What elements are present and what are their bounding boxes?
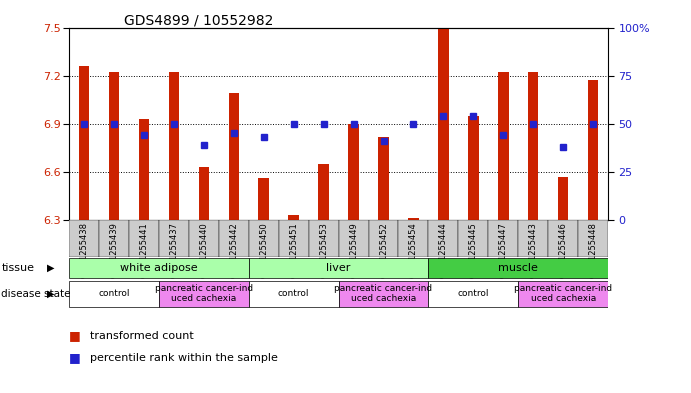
Bar [518,28,548,220]
Text: transformed count: transformed count [90,331,193,341]
Bar [319,164,329,220]
Text: GSM1255440: GSM1255440 [199,222,209,278]
Text: control: control [457,289,489,298]
FancyBboxPatch shape [428,220,458,257]
FancyBboxPatch shape [339,281,428,307]
FancyBboxPatch shape [69,220,99,257]
Text: liver: liver [326,263,351,273]
Text: control: control [278,289,310,298]
Text: GSM1255438: GSM1255438 [79,222,88,278]
Bar [428,28,458,220]
Bar [378,137,389,220]
FancyBboxPatch shape [458,220,489,257]
FancyBboxPatch shape [309,220,339,257]
Bar [108,72,120,220]
Text: GSM1255452: GSM1255452 [379,222,388,278]
Bar [348,124,359,220]
Bar [169,72,179,220]
Text: GSM1255445: GSM1255445 [468,222,478,278]
FancyBboxPatch shape [249,281,339,307]
Text: GSM1255446: GSM1255446 [558,222,568,278]
Text: GSM1255453: GSM1255453 [319,222,328,278]
Bar [219,28,249,220]
Text: ■: ■ [69,329,81,343]
FancyBboxPatch shape [278,220,309,257]
FancyBboxPatch shape [69,281,159,307]
Bar [588,81,598,220]
Text: control: control [98,289,130,298]
FancyBboxPatch shape [489,220,518,257]
Text: ▶: ▶ [47,263,55,273]
Bar [489,28,518,220]
FancyBboxPatch shape [69,259,249,278]
FancyBboxPatch shape [159,220,189,257]
FancyBboxPatch shape [189,220,219,257]
Bar [528,72,538,220]
Bar [198,167,209,220]
FancyBboxPatch shape [518,281,608,307]
Text: GSM1255441: GSM1255441 [140,222,149,278]
Text: pancreatic cancer-ind
uced cachexia: pancreatic cancer-ind uced cachexia [334,284,433,303]
Text: muscle: muscle [498,263,538,273]
Text: percentile rank within the sample: percentile rank within the sample [90,353,278,363]
Bar [458,28,489,220]
Text: GSM1255442: GSM1255442 [229,222,238,278]
Text: GSM1255443: GSM1255443 [529,222,538,278]
FancyBboxPatch shape [129,220,159,257]
Bar [548,28,578,220]
FancyBboxPatch shape [399,220,428,257]
Text: white adipose: white adipose [120,263,198,273]
Bar [339,28,368,220]
Text: GSM1255447: GSM1255447 [499,222,508,278]
Text: pancreatic cancer-ind
uced cachexia: pancreatic cancer-ind uced cachexia [155,284,253,303]
Bar [288,215,299,220]
Bar [468,116,479,220]
Bar [79,66,89,220]
Text: GSM1255448: GSM1255448 [589,222,598,278]
Bar [578,28,608,220]
FancyBboxPatch shape [219,220,249,257]
Text: GSM1255450: GSM1255450 [259,222,268,278]
Bar [129,28,159,220]
Bar [69,28,99,220]
FancyBboxPatch shape [578,220,608,257]
Bar [399,28,428,220]
Text: ■: ■ [69,351,81,364]
FancyBboxPatch shape [99,220,129,257]
Bar [368,28,399,220]
Bar [258,178,269,220]
Text: ▶: ▶ [47,289,55,299]
FancyBboxPatch shape [428,281,518,307]
Bar [438,28,448,220]
Text: GSM1255444: GSM1255444 [439,222,448,278]
FancyBboxPatch shape [428,259,608,278]
Text: GSM1255439: GSM1255439 [109,222,119,278]
Bar [558,177,569,220]
Bar [139,119,149,220]
Text: GSM1255437: GSM1255437 [169,222,178,278]
FancyBboxPatch shape [548,220,578,257]
FancyBboxPatch shape [249,259,428,278]
FancyBboxPatch shape [159,281,249,307]
Text: GSM1255454: GSM1255454 [409,222,418,278]
Bar [229,93,239,220]
Text: GDS4899 / 10552982: GDS4899 / 10552982 [124,14,274,28]
Bar [249,28,278,220]
Bar [159,28,189,220]
Text: pancreatic cancer-ind
uced cachexia: pancreatic cancer-ind uced cachexia [514,284,612,303]
FancyBboxPatch shape [339,220,368,257]
Bar [189,28,219,220]
Bar [309,28,339,220]
Bar [408,219,419,220]
FancyBboxPatch shape [518,220,548,257]
Text: GSM1255449: GSM1255449 [349,222,358,278]
FancyBboxPatch shape [249,220,278,257]
Bar [99,28,129,220]
FancyBboxPatch shape [368,220,399,257]
Text: GSM1255451: GSM1255451 [289,222,299,278]
Bar [278,28,309,220]
Bar [498,72,509,220]
Text: disease state: disease state [1,289,71,299]
Text: tissue: tissue [1,263,35,273]
